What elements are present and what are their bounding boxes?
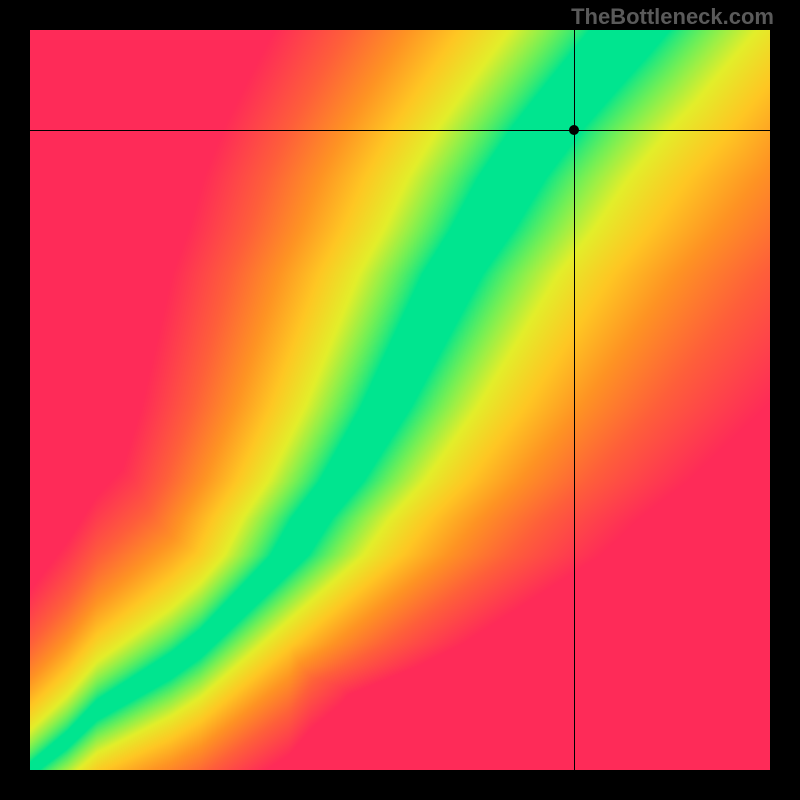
bottleneck-heatmap [30, 30, 770, 770]
watermark-text: TheBottleneck.com [571, 4, 774, 30]
crosshair-marker [569, 125, 579, 135]
plot-area [30, 30, 770, 770]
crosshair-vertical [574, 30, 575, 770]
crosshair-horizontal [30, 130, 770, 131]
